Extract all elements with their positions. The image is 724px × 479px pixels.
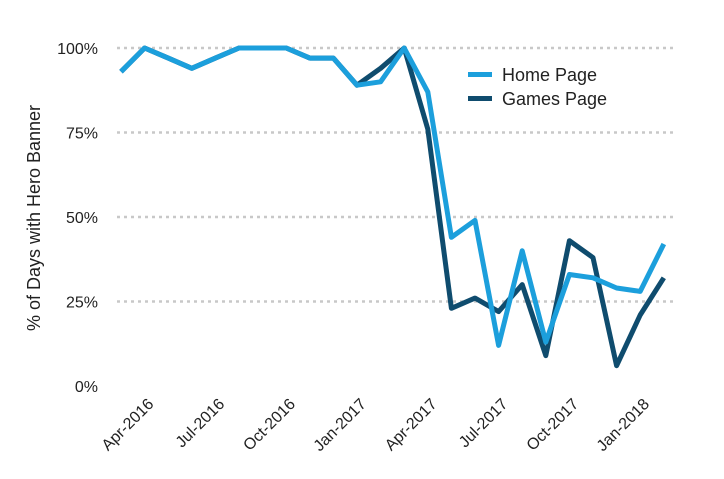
x-axis-tick-labels: Apr-2016 Jul-2016 Oct-2016 Jan-2017 Apr-2017… xyxy=(99,396,653,455)
y-axis-tick-labels: 0% 25% 50% 75% 100% xyxy=(57,41,98,396)
legend-swatch-games-page xyxy=(468,96,492,101)
legend: Home Page Games Page xyxy=(468,65,607,109)
y-axis-title: % of Days with Hero Banner xyxy=(24,105,44,331)
legend-label-home-page: Home Page xyxy=(502,65,597,85)
x-tick-label: Jul-2016 xyxy=(173,396,228,451)
x-tick-label: Apr-2017 xyxy=(382,396,441,455)
gridlines xyxy=(117,46,676,303)
legend-label-games-page: Games Page xyxy=(502,89,607,109)
x-tick-label: Oct-2016 xyxy=(240,396,299,455)
y-tick-label: 25% xyxy=(66,295,98,312)
x-tick-label: Jan-2018 xyxy=(594,396,653,455)
y-tick-label: 50% xyxy=(66,210,98,227)
series-line-home-page xyxy=(119,45,667,348)
y-tick-label: 75% xyxy=(66,126,98,143)
y-tick-label: 100% xyxy=(57,41,98,58)
x-tick-label: Jul-2017 xyxy=(456,396,511,451)
legend-swatch-home-page xyxy=(468,72,492,77)
x-tick-label: Jan-2017 xyxy=(311,396,370,455)
x-tick-label: Oct-2017 xyxy=(524,396,583,455)
x-tick-label: Apr-2016 xyxy=(99,396,158,455)
y-tick-label: 0% xyxy=(75,379,98,396)
series-lines xyxy=(119,45,667,369)
